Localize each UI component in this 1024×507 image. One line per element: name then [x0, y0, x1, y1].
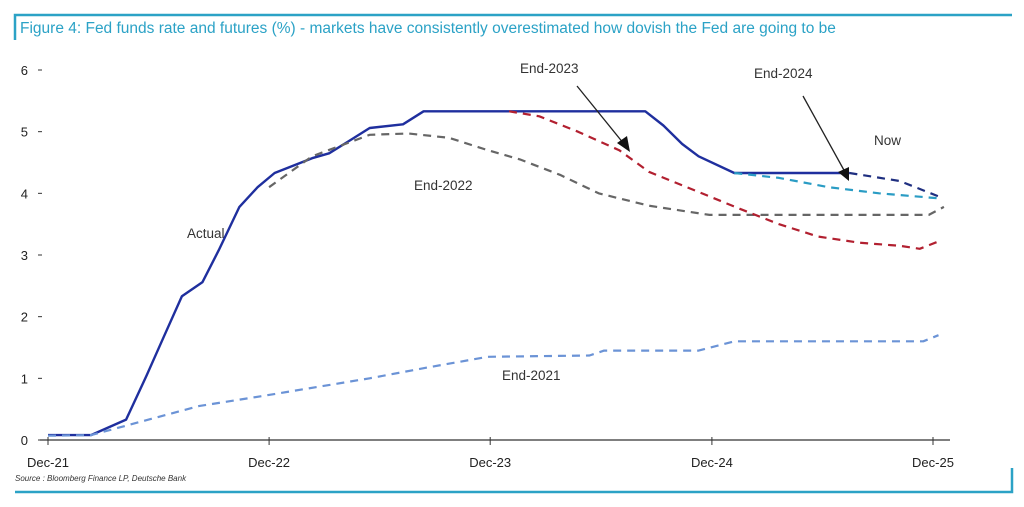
- annotation-end-2021: End-2021: [502, 368, 561, 383]
- x-tick-label: Dec-21: [27, 455, 69, 470]
- annotation-now: Now: [874, 133, 901, 148]
- series-lines: [47, 110, 945, 437]
- y-tick-label: 1: [21, 371, 28, 386]
- x-tick-label: Dec-23: [469, 455, 511, 470]
- arrowhead-end-2024: [838, 167, 849, 181]
- axes: 0 1 2 3 4 5 6 Dec-21 Dec-22 Dec-23 Dec-24 Dec-25: [21, 63, 954, 470]
- annotations: Actual End-2021 End-2022 End-2023 End-20…: [187, 61, 901, 383]
- frame: [13, 13, 1014, 494]
- source-note: Source : Bloomberg Finance LP, Deutsche …: [15, 474, 187, 483]
- annotation-actual: Actual: [187, 226, 225, 241]
- y-tick-label: 5: [21, 125, 28, 140]
- series-now: [849, 171, 939, 198]
- series-end-2023: [508, 110, 939, 250]
- series-actual: [48, 110, 850, 437]
- x-tick-label: Dec-25: [912, 455, 954, 470]
- y-tick-label: 6: [21, 63, 28, 78]
- series-end-2021: [47, 334, 939, 437]
- y-tick-label: 4: [21, 186, 28, 201]
- y-tick-label: 2: [21, 310, 28, 325]
- annotation-end-2022: End-2022: [414, 178, 473, 193]
- y-tick-label: 0: [21, 433, 28, 448]
- series-end-2024: [734, 171, 939, 200]
- x-tick-label: Dec-22: [248, 455, 290, 470]
- chart-title: Figure 4: Fed funds rate and futures (%)…: [20, 20, 836, 37]
- y-tick-label: 3: [21, 248, 28, 263]
- annotation-end-2024: End-2024: [754, 66, 813, 81]
- arrow-end-2024: [802, 95, 846, 173]
- annotation-end-2023: End-2023: [520, 61, 579, 76]
- arrowhead-end-2023: [617, 136, 630, 152]
- x-tick-label: Dec-24: [691, 455, 733, 470]
- series-end-2022: [268, 132, 945, 216]
- arrow-end-2023: [576, 85, 625, 145]
